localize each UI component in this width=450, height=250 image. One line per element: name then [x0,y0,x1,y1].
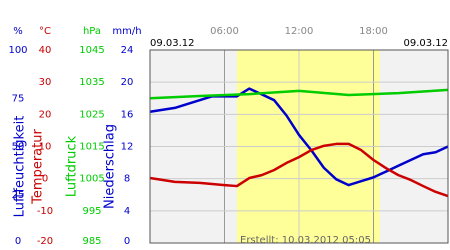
y-tick-label: 20 [121,77,134,88]
plot-border [149,49,449,244]
axis-unit: °C [39,26,51,37]
y-tick-label: 30 [39,77,52,88]
axis-unit: hPa [83,26,101,37]
date-right: 09.03.12 [403,38,448,49]
y-tick-label: 8 [124,174,130,185]
footer: Erstellt: 10.03.2012 05:05 [240,235,371,246]
y-tick-label: 4 [124,206,130,217]
axis-label: Niederschlag [103,124,118,209]
y-tick-label: 75 [12,93,25,104]
y-tick-label: 1035 [79,77,104,88]
axis-label: Luftdruck [65,135,80,197]
axis-unit: % [13,26,23,37]
x-tick-label: 06:00 [210,26,239,37]
y-tick-label: 20 [39,109,52,120]
y-tick-label: 985 [82,236,101,247]
date-left: 09.03.12 [150,38,195,49]
y-tick-label: 0 [124,236,130,247]
axis-label: Luftfeuchtigkeit [13,116,28,218]
axis-label: Temperatur [31,129,46,205]
y-tick-label: 16 [121,109,134,120]
series-line [149,88,449,100]
y-tick-label: -20 [37,236,53,247]
x-tick-label: 18:00 [359,26,388,37]
series-line [149,142,449,198]
y-tick-label: 100 [8,45,27,56]
y-tick-label: 12 [121,142,134,153]
y-tick-label: 1045 [79,45,104,56]
y-tick-label: 1005 [79,174,104,185]
y-tick-label: 0 [15,236,21,247]
y-tick-label: 0 [42,174,48,185]
grid-layer [150,50,448,243]
y-tick-label: -10 [37,206,53,217]
y-tick-label: 10 [39,142,52,153]
y-tick-label: 1015 [79,142,104,153]
axes-layer: 06:00 12:00 18:00% Luftfeuchtigkeit 0 25 50 75 1… [8,26,387,247]
y-tick-label: 50 [12,142,25,153]
line-layer [149,87,449,198]
y-tick-label: 25 [12,190,25,201]
y-tick-label: 24 [121,45,134,56]
axis-unit: mm/h [112,26,141,37]
y-tick-label: 1025 [79,109,104,120]
y-tick-label: 995 [82,206,101,217]
y-tick-label: 40 [39,45,52,56]
x-tick-label: 12:00 [285,26,314,37]
